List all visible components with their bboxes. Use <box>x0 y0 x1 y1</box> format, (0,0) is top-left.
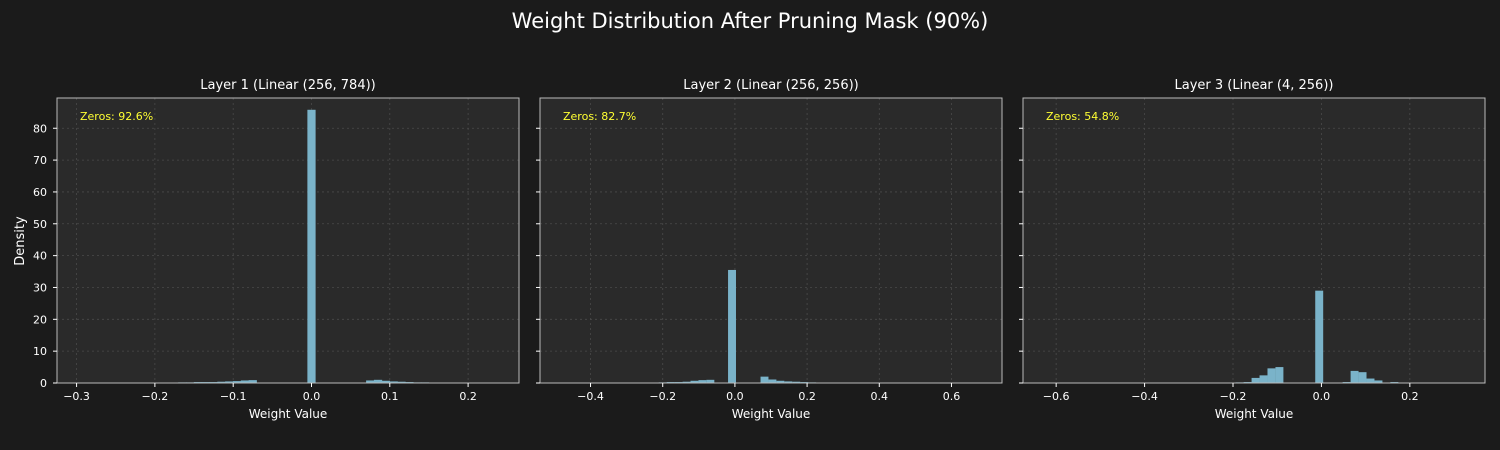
y-axis-label: Density <box>13 216 28 266</box>
y-tick-label: 50 <box>33 218 47 231</box>
histogram-bar <box>728 269 736 383</box>
x-tick-label: 0.2 <box>798 390 816 403</box>
histogram-bar <box>225 381 234 383</box>
histogram-bar <box>706 379 715 383</box>
histogram-bar <box>1315 290 1324 383</box>
axes-background <box>1023 98 1485 383</box>
subplot-title: Layer 3 (Linear (4, 256)) <box>1175 78 1334 93</box>
y-tick-label: 20 <box>33 313 47 326</box>
subplot-title: Layer 1 (Linear (256, 784)) <box>200 78 376 93</box>
axes-background <box>540 98 1002 383</box>
histogram-bar <box>1374 380 1383 383</box>
y-tick-label: 80 <box>33 122 47 135</box>
x-tick-label: 0.4 <box>871 390 889 403</box>
y-tick-label: 30 <box>33 281 47 294</box>
x-axis-label: Weight Value <box>249 407 328 421</box>
histogram-bar <box>381 380 390 383</box>
axes-frame <box>56 97 520 384</box>
histogram-bar <box>1267 368 1276 383</box>
x-tick-label: 0.0 <box>1313 390 1331 403</box>
x-tick-label: 0.0 <box>303 390 321 403</box>
histogram-bar <box>373 379 383 383</box>
histogram-bar <box>240 380 250 383</box>
histogram-bar <box>1251 377 1260 383</box>
zeros-annotation: Zeros: 54.8% <box>1046 110 1119 123</box>
x-tick-label: −0.2 <box>142 390 169 403</box>
x-tick-label: −0.6 <box>1043 390 1070 403</box>
x-tick-label: −0.1 <box>220 390 247 403</box>
subplots: −0.3 −0.2 −0.1 0.0 0.1 0.2 0 10 20 30 40 50 60 70 80 La… <box>33 78 1486 421</box>
x-tick-label: −0.4 <box>1131 390 1158 403</box>
histogram-bar <box>232 381 242 383</box>
histogram-bar <box>690 380 699 383</box>
histogram-bar <box>792 381 801 383</box>
histogram-bar <box>682 381 691 383</box>
y-tick-label: 10 <box>33 345 47 358</box>
x-tick-label: 0.1 <box>381 390 399 403</box>
histogram-bar <box>366 380 375 383</box>
x-tick-label: −0.2 <box>649 390 676 403</box>
axes-frame <box>539 97 1003 384</box>
y-tick-label: 40 <box>33 250 47 263</box>
histogram-bar <box>784 381 793 383</box>
histogram-bar <box>217 381 226 383</box>
subplot-2: −0.4 −0.2 0.0 0.2 0.4 0.6 Layer 2 (Linear (256… <box>536 78 1003 421</box>
x-tick-label: 0.2 <box>1401 390 1419 403</box>
x-tick-label: −0.2 <box>1220 390 1247 403</box>
figure-title: Weight Distribution After Pruning Mask (… <box>512 9 989 33</box>
subplot-1: −0.3 −0.2 −0.1 0.0 0.1 0.2 0 10 20 30 40 50 60 70 80 La… <box>33 78 520 421</box>
histogram-bar <box>1259 375 1268 383</box>
histogram-bar <box>1366 378 1375 383</box>
axes-background <box>57 98 519 383</box>
zeros-annotation: Zeros: 92.6% <box>80 110 153 123</box>
x-tick-label: 0.6 <box>943 390 961 403</box>
histogram-bar <box>698 380 707 383</box>
x-tick-label: −0.3 <box>63 390 90 403</box>
histogram-bar <box>389 381 398 383</box>
y-tick-label: 70 <box>33 154 47 167</box>
x-tick-label: −0.4 <box>577 390 604 403</box>
histogram-bar <box>768 379 777 383</box>
histogram-bar <box>1350 370 1359 383</box>
subplot-title: Layer 2 (Linear (256, 256)) <box>683 78 859 93</box>
histogram-bar <box>307 109 316 384</box>
subplot-3: −0.6 −0.4 −0.2 0.0 0.2 Layer 3 (Linear (4, 25… <box>1019 78 1486 421</box>
histogram-bar <box>1358 372 1367 383</box>
histogram-bar <box>397 381 406 383</box>
x-axis-label: Weight Value <box>732 407 811 421</box>
x-axis-label: Weight Value <box>1215 407 1294 421</box>
x-tick-label: 0.0 <box>726 390 744 403</box>
histogram-bar <box>1275 367 1284 383</box>
histogram-bar <box>248 380 257 383</box>
histogram-bar <box>760 376 769 383</box>
y-tick-label: 0 <box>40 377 47 390</box>
y-tick-label: 60 <box>33 186 47 199</box>
x-tick-label: 0.2 <box>459 390 477 403</box>
zeros-annotation: Zeros: 82.7% <box>563 110 636 123</box>
histogram-bar <box>776 380 785 383</box>
axes-frame <box>1022 97 1486 384</box>
